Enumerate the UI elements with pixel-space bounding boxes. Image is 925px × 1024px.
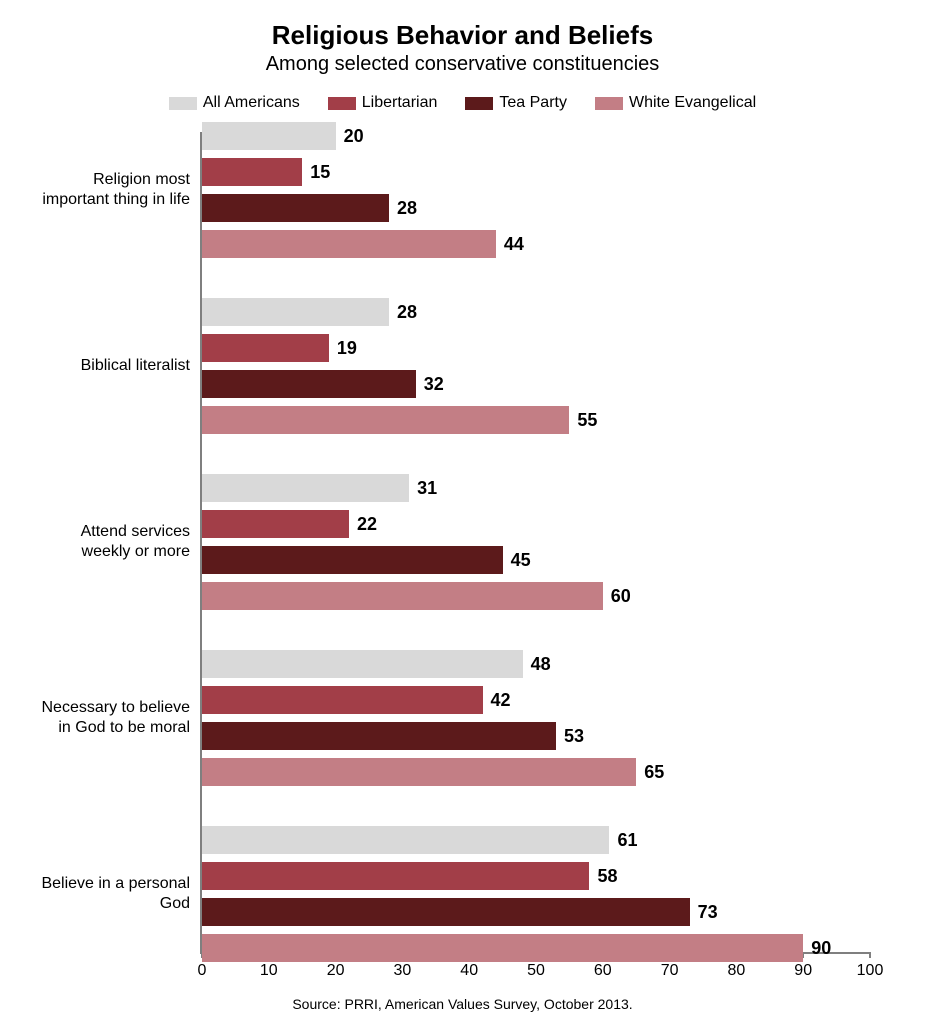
- chart-container: Religious Behavior and Beliefs Among sel…: [0, 0, 925, 1022]
- bar: [202, 334, 329, 362]
- bar: [202, 898, 690, 926]
- bar: [202, 406, 569, 434]
- legend-label: Tea Party: [499, 94, 567, 112]
- chart-subtitle: Among selected conservative constituenci…: [30, 53, 895, 76]
- x-tick-label: 50: [527, 962, 545, 980]
- bar-group: Religion most important thing in life201…: [202, 122, 870, 258]
- x-tick-label: 40: [460, 962, 478, 980]
- x-tick-label: 70: [661, 962, 679, 980]
- bar-value-label: 19: [337, 334, 357, 362]
- bar: [202, 194, 389, 222]
- bar-value-label: 61: [617, 826, 637, 854]
- legend-label: White Evangelical: [629, 94, 756, 112]
- bar-value-label: 31: [417, 474, 437, 502]
- bar: [202, 686, 483, 714]
- legend: All Americans Libertarian Tea Party White E…: [30, 94, 895, 112]
- bar-value-label: 73: [698, 898, 718, 926]
- bar: [202, 934, 803, 962]
- bar: [202, 758, 636, 786]
- bar: [202, 826, 609, 854]
- legend-label: Libertarian: [362, 94, 438, 112]
- bar-value-label: 65: [644, 758, 664, 786]
- legend-swatch: [328, 97, 356, 110]
- plot-area: 0102030405060708090100Religion most impo…: [200, 132, 870, 954]
- bar-value-label: 44: [504, 230, 524, 258]
- bar: [202, 722, 556, 750]
- category-label: Biblical literalist: [30, 356, 202, 376]
- bar-group: Biblical literalist28193255: [202, 298, 870, 434]
- bar: [202, 862, 589, 890]
- legend-swatch: [595, 97, 623, 110]
- bar-value-label: 53: [564, 722, 584, 750]
- legend-item: All Americans: [169, 94, 300, 112]
- legend-swatch: [465, 97, 493, 110]
- bar-value-label: 28: [397, 194, 417, 222]
- category-label: Attend services weekly or more: [30, 522, 202, 562]
- x-tick-label: 30: [393, 962, 411, 980]
- bar-value-label: 42: [491, 686, 511, 714]
- bar-value-label: 90: [811, 934, 831, 962]
- bar-value-label: 48: [531, 650, 551, 678]
- bar-value-label: 15: [310, 158, 330, 186]
- bar-value-label: 55: [577, 406, 597, 434]
- legend-label: All Americans: [203, 94, 300, 112]
- bar: [202, 158, 302, 186]
- chart-title: Religious Behavior and Beliefs: [30, 20, 895, 51]
- x-tick-label: 60: [594, 962, 612, 980]
- bar: [202, 582, 603, 610]
- bar: [202, 298, 389, 326]
- legend-item: Tea Party: [465, 94, 567, 112]
- bar: [202, 650, 523, 678]
- bar-group: Attend services weekly or more31224560: [202, 474, 870, 610]
- bar: [202, 230, 496, 258]
- x-tick-label: 20: [327, 962, 345, 980]
- bar-value-label: 32: [424, 370, 444, 398]
- category-label: Necessary to believe in God to be moral: [30, 698, 202, 738]
- x-tick-label: 100: [857, 962, 884, 980]
- bar-group: Believe in a personal God61587390: [202, 826, 870, 962]
- bar-value-label: 58: [597, 862, 617, 890]
- category-label: Religion most important thing in life: [30, 170, 202, 210]
- bar: [202, 370, 416, 398]
- bar: [202, 510, 349, 538]
- bar: [202, 474, 409, 502]
- bar: [202, 122, 336, 150]
- x-tick-label: 80: [727, 962, 745, 980]
- bar-value-label: 60: [611, 582, 631, 610]
- legend-swatch: [169, 97, 197, 110]
- bar-group: Necessary to believe in God to be moral4…: [202, 650, 870, 786]
- legend-item: Libertarian: [328, 94, 438, 112]
- bar-value-label: 22: [357, 510, 377, 538]
- category-label: Believe in a personal God: [30, 874, 202, 914]
- bar-value-label: 20: [344, 122, 364, 150]
- bar-value-label: 28: [397, 298, 417, 326]
- bar: [202, 546, 503, 574]
- x-tick-label: 10: [260, 962, 278, 980]
- legend-item: White Evangelical: [595, 94, 756, 112]
- bar-value-label: 45: [511, 546, 531, 574]
- x-tick-label: 90: [794, 962, 812, 980]
- x-tick-label: 0: [198, 962, 207, 980]
- source-line: Source: PRRI, American Values Survey, Oc…: [30, 996, 895, 1012]
